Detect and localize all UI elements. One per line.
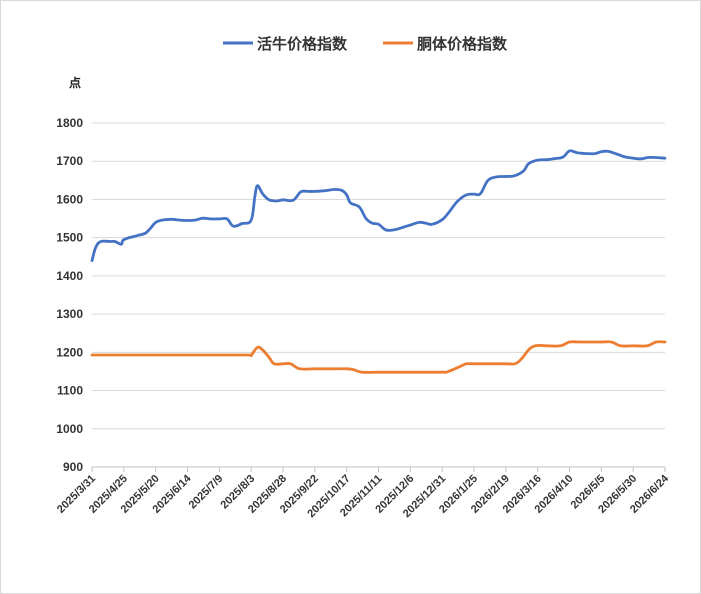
y-tick-label: 1700	[56, 154, 83, 168]
y-axis-unit-label: 点	[69, 75, 81, 90]
series-line-0	[90, 149, 667, 262]
y-tick-label: 1500	[56, 231, 83, 245]
x-axis-ticks: 2025/3/312025/4/252025/5/202025/6/142025…	[55, 467, 672, 520]
y-axis-ticks: 900 1000 1100 1200 1300 1400 1500 1600 1700 1800	[56, 116, 83, 474]
legend: 活牛价格指数 胴体价格指数	[223, 35, 508, 53]
y-tick-label: 1800	[56, 116, 83, 130]
y-tick-label: 1100	[57, 384, 83, 398]
y-tick-label: 1400	[56, 269, 83, 283]
legend-label: 胴体价格指数	[417, 35, 508, 53]
legend-label: 活牛价格指数	[257, 35, 348, 53]
y-tick-label: 1600	[56, 192, 83, 206]
gridlines	[92, 122, 665, 430]
x-tick-label: 2025/7/9	[187, 473, 226, 512]
y-tick-label: 1200	[56, 345, 83, 359]
series-lines	[90, 149, 667, 374]
series-line-1	[90, 340, 667, 374]
y-tick-label: 1300	[56, 307, 83, 321]
y-tick-label: 900	[63, 460, 83, 474]
y-tick-label: 1000	[56, 422, 83, 436]
